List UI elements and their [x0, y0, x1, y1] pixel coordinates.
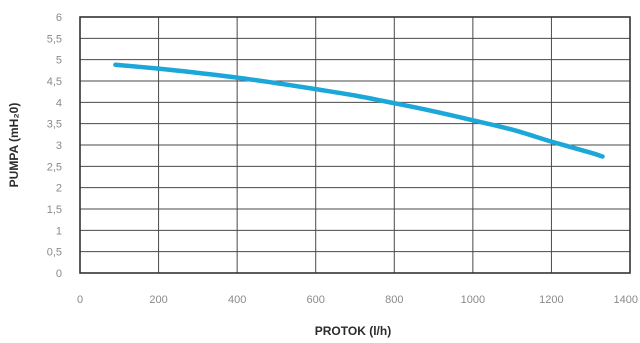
y-tick-label: 2,5	[47, 161, 62, 173]
x-tick-label: 1400	[614, 294, 638, 306]
y-tick-label: 0,5	[47, 247, 62, 259]
x-tick-label: 1200	[539, 294, 563, 306]
x-tick-label: 800	[385, 294, 403, 306]
y-tick-label: 0	[56, 268, 62, 280]
x-tick-labels: 0 200 400 600 800 1000 1200 1400	[77, 294, 638, 306]
x-axis-label: PROTOK (l/h)	[315, 324, 391, 338]
y-tick-label: 5	[56, 55, 62, 67]
plot-frame	[79, 16, 631, 274]
y-tick-label: 3	[56, 140, 62, 152]
y-axis-label: PUMPA (mH₂0)	[7, 103, 21, 188]
grid-lines	[79, 16, 631, 274]
y-tick-labels: 0 0,5 1 1,5 2 2,5 3 3,5 4 4,5 5 5,5 6	[47, 12, 62, 280]
pump-curve-line	[113, 62, 605, 159]
y-tick-label: 4	[56, 97, 62, 109]
y-tick-label: 1	[56, 225, 62, 237]
x-tick-label: 600	[307, 294, 325, 306]
y-tick-label: 5,5	[47, 33, 62, 45]
x-tick-label: 200	[149, 294, 167, 306]
y-tick-label: 4,5	[47, 76, 62, 88]
x-tick-label: 400	[228, 294, 246, 306]
y-tick-label: 2	[56, 183, 62, 195]
x-tick-label: 1000	[461, 294, 485, 306]
x-tick-label: 0	[77, 294, 83, 306]
y-tick-label: 1,5	[47, 204, 62, 216]
y-tick-label: 6	[56, 12, 62, 24]
y-tick-label: 3,5	[47, 119, 62, 131]
